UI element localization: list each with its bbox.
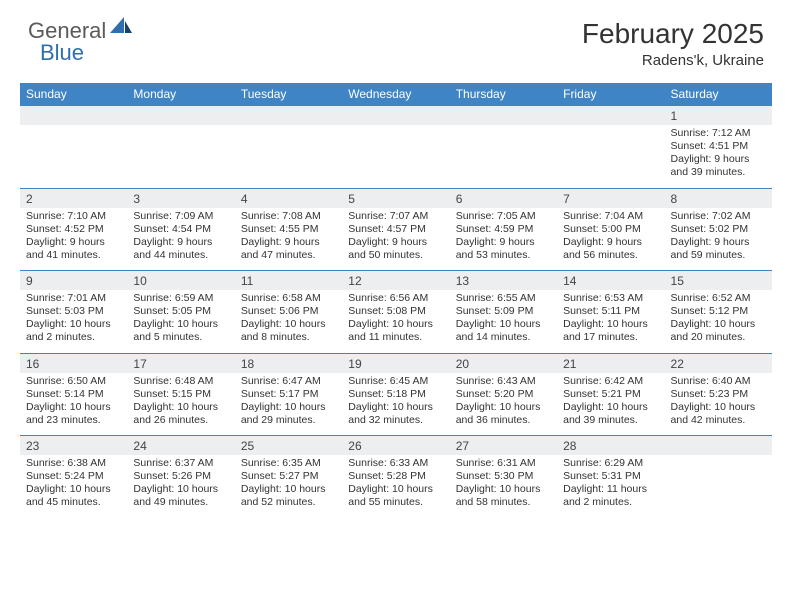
day-cell [127, 125, 234, 185]
day-cell [342, 125, 449, 185]
day-number: 13 [450, 271, 557, 290]
brand-logo: General Blue [28, 18, 134, 44]
day-cell [557, 125, 664, 185]
day-number [235, 106, 342, 125]
day-cell: Sunrise: 7:04 AMSunset: 5:00 PMDaylight:… [557, 208, 664, 271]
week-number-row: 232425262728 [20, 436, 772, 456]
day-cell: Sunrise: 6:55 AMSunset: 5:09 PMDaylight:… [450, 290, 557, 353]
day-cell: Sunrise: 7:07 AMSunset: 4:57 PMDaylight:… [342, 208, 449, 271]
day-number: 16 [20, 354, 127, 373]
week-content-row: Sunrise: 7:01 AMSunset: 5:03 PMDaylight:… [20, 290, 772, 353]
day-cell [665, 455, 772, 515]
day-header: Monday [127, 83, 234, 106]
location: Radens'k, Ukraine [582, 52, 764, 69]
week-number-row: 1 [20, 106, 772, 126]
day-number: 20 [450, 354, 557, 373]
day-cell [450, 125, 557, 185]
day-cell [235, 125, 342, 185]
day-cell: Sunrise: 6:31 AMSunset: 5:30 PMDaylight:… [450, 455, 557, 518]
day-cell: Sunrise: 7:05 AMSunset: 4:59 PMDaylight:… [450, 208, 557, 271]
day-cell: Sunrise: 7:08 AMSunset: 4:55 PMDaylight:… [235, 208, 342, 271]
week-content-row: Sunrise: 7:12 AMSunset: 4:51 PMDaylight:… [20, 125, 772, 188]
day-cell [20, 125, 127, 185]
day-header: Thursday [450, 83, 557, 106]
day-number: 7 [557, 189, 664, 208]
day-number: 5 [342, 189, 449, 208]
week-number-row: 9101112131415 [20, 271, 772, 291]
day-number: 21 [557, 354, 664, 373]
day-number: 3 [127, 189, 234, 208]
day-cell: Sunrise: 6:38 AMSunset: 5:24 PMDaylight:… [20, 455, 127, 518]
day-header-row: SundayMondayTuesdayWednesdayThursdayFrid… [20, 83, 772, 106]
day-cell: Sunrise: 6:33 AMSunset: 5:28 PMDaylight:… [342, 455, 449, 518]
day-header: Wednesday [342, 83, 449, 106]
week-content-row: Sunrise: 6:50 AMSunset: 5:14 PMDaylight:… [20, 373, 772, 436]
day-cell: Sunrise: 6:37 AMSunset: 5:26 PMDaylight:… [127, 455, 234, 518]
day-cell: Sunrise: 6:45 AMSunset: 5:18 PMDaylight:… [342, 373, 449, 436]
day-number: 17 [127, 354, 234, 373]
day-number: 4 [235, 189, 342, 208]
week-content-row: Sunrise: 6:38 AMSunset: 5:24 PMDaylight:… [20, 455, 772, 518]
day-cell: Sunrise: 6:58 AMSunset: 5:06 PMDaylight:… [235, 290, 342, 353]
day-cell: Sunrise: 6:50 AMSunset: 5:14 PMDaylight:… [20, 373, 127, 436]
day-number: 24 [127, 436, 234, 455]
week-number-row: 16171819202122 [20, 353, 772, 373]
day-header: Friday [557, 83, 664, 106]
day-number [665, 436, 772, 455]
day-cell: Sunrise: 7:09 AMSunset: 4:54 PMDaylight:… [127, 208, 234, 271]
day-number: 6 [450, 189, 557, 208]
day-number [127, 106, 234, 125]
day-header: Tuesday [235, 83, 342, 106]
day-number: 1 [665, 106, 772, 125]
day-number: 2 [20, 189, 127, 208]
day-number [450, 106, 557, 125]
calendar-table: SundayMondayTuesdayWednesdayThursdayFrid… [20, 83, 772, 518]
day-number: 15 [665, 271, 772, 290]
day-number: 27 [450, 436, 557, 455]
day-header: Saturday [665, 83, 772, 106]
day-cell: Sunrise: 6:52 AMSunset: 5:12 PMDaylight:… [665, 290, 772, 353]
day-number: 18 [235, 354, 342, 373]
day-cell: Sunrise: 6:47 AMSunset: 5:17 PMDaylight:… [235, 373, 342, 436]
week-number-row: 2345678 [20, 188, 772, 208]
month-title: February 2025 [582, 18, 764, 50]
day-number: 26 [342, 436, 449, 455]
day-cell: Sunrise: 7:10 AMSunset: 4:52 PMDaylight:… [20, 208, 127, 271]
day-number [557, 106, 664, 125]
day-number: 8 [665, 189, 772, 208]
day-cell: Sunrise: 6:29 AMSunset: 5:31 PMDaylight:… [557, 455, 664, 518]
day-cell: Sunrise: 6:59 AMSunset: 5:05 PMDaylight:… [127, 290, 234, 353]
brand-sail-icon [110, 17, 132, 40]
day-cell: Sunrise: 7:02 AMSunset: 5:02 PMDaylight:… [665, 208, 772, 271]
day-cell: Sunrise: 7:12 AMSunset: 4:51 PMDaylight:… [665, 125, 772, 188]
day-number [20, 106, 127, 125]
day-cell: Sunrise: 6:56 AMSunset: 5:08 PMDaylight:… [342, 290, 449, 353]
day-cell: Sunrise: 6:35 AMSunset: 5:27 PMDaylight:… [235, 455, 342, 518]
day-number: 25 [235, 436, 342, 455]
day-header: Sunday [20, 83, 127, 106]
day-number [342, 106, 449, 125]
day-cell: Sunrise: 7:01 AMSunset: 5:03 PMDaylight:… [20, 290, 127, 353]
day-number: 11 [235, 271, 342, 290]
day-cell: Sunrise: 6:53 AMSunset: 5:11 PMDaylight:… [557, 290, 664, 353]
header: General Blue February 2025 Radens'k, Ukr… [0, 0, 792, 77]
day-number: 12 [342, 271, 449, 290]
day-cell: Sunrise: 6:42 AMSunset: 5:21 PMDaylight:… [557, 373, 664, 436]
calendar-body: 1 Sunrise: 7:12 AMSunset: 4:51 PMDayligh… [20, 106, 772, 518]
day-cell: Sunrise: 6:40 AMSunset: 5:23 PMDaylight:… [665, 373, 772, 436]
week-content-row: Sunrise: 7:10 AMSunset: 4:52 PMDaylight:… [20, 208, 772, 271]
title-block: February 2025 Radens'k, Ukraine [582, 18, 764, 69]
day-cell: Sunrise: 6:43 AMSunset: 5:20 PMDaylight:… [450, 373, 557, 436]
brand-part2: Blue [40, 40, 84, 66]
day-cell: Sunrise: 6:48 AMSunset: 5:15 PMDaylight:… [127, 373, 234, 436]
day-number: 10 [127, 271, 234, 290]
day-number: 9 [20, 271, 127, 290]
day-number: 19 [342, 354, 449, 373]
day-number: 14 [557, 271, 664, 290]
day-number: 28 [557, 436, 664, 455]
day-number: 23 [20, 436, 127, 455]
day-number: 22 [665, 354, 772, 373]
